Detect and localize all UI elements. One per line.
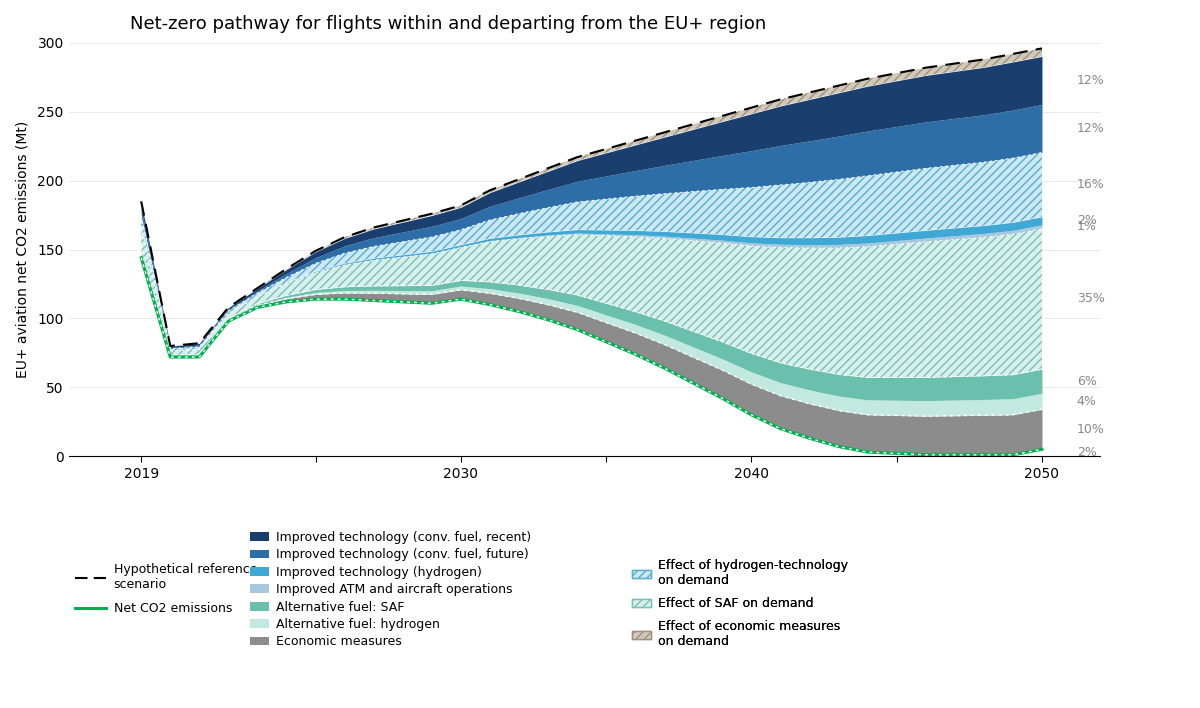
Text: 35%: 35%	[1076, 292, 1105, 305]
Text: 12%: 12%	[1076, 74, 1104, 87]
Text: 16%: 16%	[1076, 178, 1104, 191]
Legend: Effect of hydrogen-technology
on demand, Effect of SAF on demand, Effect of econ: Effect of hydrogen-technology on demand,…	[632, 559, 848, 649]
Text: Net-zero pathway for flights within and departing from the EU+ region: Net-zero pathway for flights within and …	[131, 15, 767, 33]
Text: 6%: 6%	[1076, 375, 1097, 388]
Text: 2%: 2%	[1076, 446, 1097, 459]
Y-axis label: EU+ aviation net CO2 emissions (Mt): EU+ aviation net CO2 emissions (Mt)	[14, 121, 29, 378]
Text: 12%: 12%	[1076, 122, 1104, 135]
Text: 1%: 1%	[1076, 220, 1097, 234]
Text: 10%: 10%	[1076, 423, 1105, 435]
Text: 4%: 4%	[1076, 394, 1097, 408]
Text: 2%: 2%	[1076, 215, 1097, 227]
